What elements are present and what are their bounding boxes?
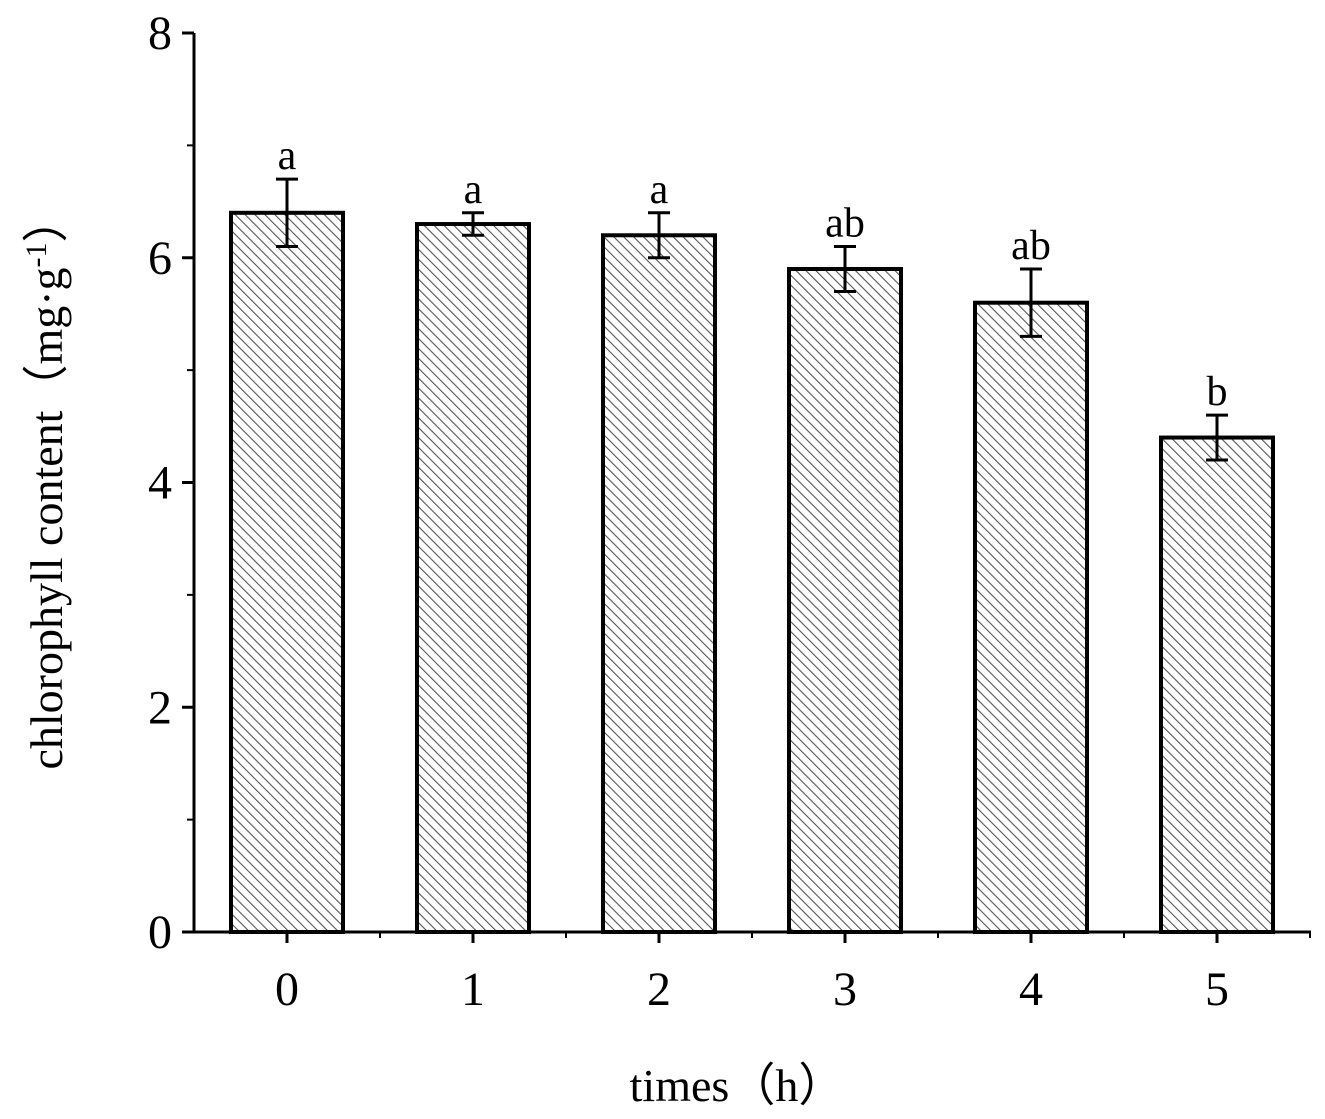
bar-3 [787, 266, 903, 934]
y-ticks: 0 2 4 6 8 [148, 7, 194, 959]
y-axis-title-close: ） [21, 196, 72, 242]
significance-labels-layer: a a a ab ab b [278, 133, 1228, 415]
y-axis-title: chlorophyll content（mg·g-1） [20, 196, 72, 769]
x-tick-label-2: 2 [647, 963, 671, 1016]
error-bars-layer [276, 177, 1228, 462]
significance-label-5: b [1207, 369, 1228, 415]
error-bar-5 [1206, 413, 1228, 462]
x-tick-label-0: 0 [275, 963, 299, 1016]
significance-label-2: a [650, 167, 669, 213]
significance-label-1: a [464, 167, 483, 213]
significance-label-0: a [278, 133, 297, 179]
x-ticks: 0 1 2 3 4 5 [275, 932, 1311, 1016]
error-bar-4 [1020, 267, 1042, 338]
y-axis-title-superscript: -1 [20, 242, 53, 267]
y-tick-label-8: 8 [148, 7, 172, 60]
bar-5 [1159, 435, 1275, 934]
y-tick-label-2: 2 [148, 681, 172, 734]
x-tick-label-3: 3 [833, 963, 857, 1016]
x-tick-label-5: 5 [1205, 963, 1229, 1016]
y-tick-label-6: 6 [148, 232, 172, 285]
error-bar-0 [276, 177, 298, 249]
error-bar-1 [462, 211, 484, 237]
y-tick-label-0: 0 [148, 906, 172, 959]
axes [192, 33, 1311, 934]
bar-4 [973, 300, 1089, 934]
bar-2 [601, 233, 717, 934]
x-axis-title: times（h） [630, 1060, 845, 1111]
y-axis-title-main: chlorophyll content（mg·g [21, 267, 72, 769]
bar-1 [415, 222, 531, 935]
significance-label-3: ab [825, 201, 865, 247]
error-bar-2 [648, 211, 670, 260]
x-tick-label-1: 1 [461, 963, 485, 1016]
y-tick-label-4: 4 [148, 457, 172, 510]
error-bar-3 [834, 245, 856, 293]
bar-0 [229, 210, 345, 935]
bars-layer [229, 210, 1275, 935]
significance-label-4: ab [1011, 223, 1051, 269]
x-tick-label-4: 4 [1019, 963, 1043, 1016]
